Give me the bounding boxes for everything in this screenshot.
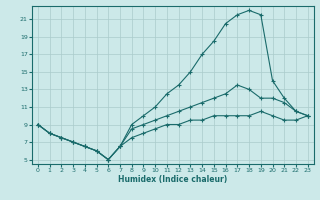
X-axis label: Humidex (Indice chaleur): Humidex (Indice chaleur): [118, 175, 228, 184]
